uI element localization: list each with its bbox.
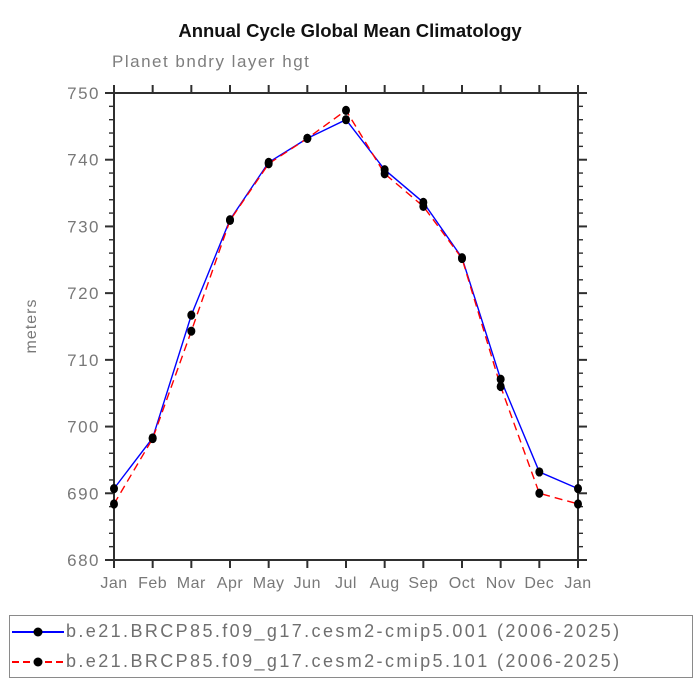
y-tick-label: 740 <box>67 151 100 170</box>
y-tick-label: 750 <box>67 84 100 103</box>
data-point-marker <box>342 115 350 125</box>
series-line-2 <box>113 109 579 505</box>
x-tick-label: Aug <box>370 575 400 592</box>
chart-subtitle: Planet bndry layer hgt <box>112 52 311 71</box>
y-tick-label: 680 <box>67 551 100 570</box>
y-tick-label: 720 <box>67 284 100 303</box>
x-tick-label: Sep <box>408 575 438 592</box>
x-tick-label: Nov <box>486 575 516 592</box>
data-point-marker <box>187 326 196 336</box>
data-point-marker <box>535 467 544 477</box>
axis-ticks <box>105 85 587 568</box>
data-point-marker <box>303 133 312 143</box>
x-tick-label: Mar <box>177 575 206 592</box>
x-tick-label: Jun <box>294 575 321 592</box>
data-point-marker <box>380 169 389 179</box>
data-point-marker <box>226 215 234 226</box>
legend-sample-marker <box>33 627 43 636</box>
legend-item: b.e21.BRCP85.f09_g17.cesm2-cmip5.101 (20… <box>10 647 692 676</box>
data-point-marker <box>574 484 582 494</box>
legend-label-series1: b.e21.BRCP85.f09_g17.cesm2-cmip5.001 (20… <box>66 621 622 641</box>
chart-title: Annual Cycle Global Mean Climatology <box>178 20 522 41</box>
y-tick-label: 730 <box>67 217 100 236</box>
x-tick-label: Jan <box>564 575 591 592</box>
y-axis-title: meters <box>23 299 40 354</box>
data-point-marker <box>342 105 350 115</box>
legend: b.e21.BRCP85.f09_g17.cesm2-cmip5.001 (20… <box>9 615 693 678</box>
plot-frame <box>113 92 579 561</box>
data-point-marker <box>574 499 582 509</box>
legend-line-sample-series2 <box>12 657 64 666</box>
legend-sample-marker <box>33 657 43 666</box>
x-tick-label: Jul <box>335 575 357 592</box>
x-tick-label: Oct <box>449 575 475 592</box>
y-tick-label: 710 <box>67 351 100 370</box>
y-tick-label: 690 <box>67 484 100 503</box>
data-point-marker <box>187 310 196 320</box>
data-point-marker <box>148 433 157 444</box>
data-point-marker <box>419 201 428 212</box>
x-tick-label: May <box>253 575 285 592</box>
data-point-marker <box>110 499 118 509</box>
series-line-1 <box>113 118 579 490</box>
data-point-marker <box>496 374 505 384</box>
data-point-marker <box>496 381 505 392</box>
x-tick-label: Feb <box>138 575 167 592</box>
data-point-marker <box>264 159 273 169</box>
x-tick-label: Jan <box>100 575 127 592</box>
x-tick-label: Dec <box>524 575 554 592</box>
legend-label-series2: b.e21.BRCP85.f09_g17.cesm2-cmip5.101 (20… <box>66 651 622 671</box>
data-point-marker <box>458 253 466 264</box>
data-point-marker <box>110 484 118 494</box>
x-tick-label: Apr <box>217 575 244 592</box>
legend-item: b.e21.BRCP85.f09_g17.cesm2-cmip5.001 (20… <box>10 617 692 646</box>
data-point-markers <box>110 105 582 509</box>
data-point-marker <box>535 488 544 498</box>
y-tick-label: 700 <box>67 418 100 437</box>
legend-line-sample-series1 <box>12 627 64 636</box>
axis-tick-labels: 680 690 700 710 720 730 740 750 Jan Feb Mar Apr May J… <box>67 84 591 592</box>
